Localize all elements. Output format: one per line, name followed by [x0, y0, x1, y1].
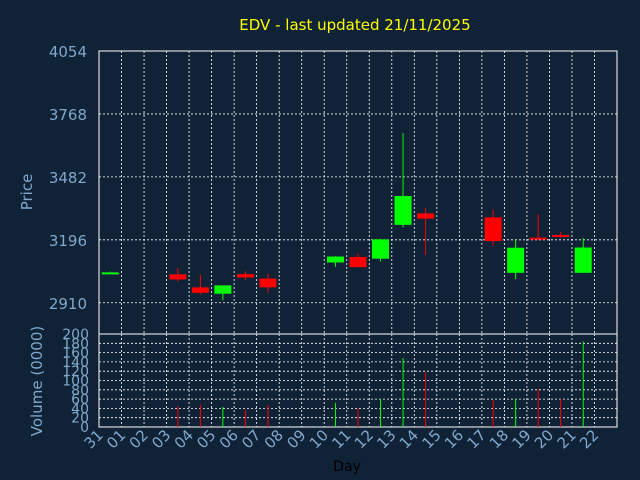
volume-tick-label: 140 — [62, 355, 89, 371]
volume-tick-label: 160 — [62, 346, 89, 362]
volume-tick-label: 100 — [62, 374, 89, 390]
candle-body — [529, 237, 547, 240]
candle-body — [507, 247, 525, 273]
price-tick-label: 3196 — [49, 232, 87, 250]
volume-tick-label: 200 — [62, 327, 89, 343]
candle-body — [101, 272, 119, 275]
volume-tick-label: 20 — [71, 411, 89, 427]
price-tick-label: 3768 — [49, 106, 87, 124]
candle-body — [552, 234, 570, 237]
candle-body — [259, 278, 277, 288]
x-axis: 3101020304050607080910111213141516171819… — [81, 426, 603, 452]
volume-tick-label: 80 — [71, 383, 89, 399]
candle-body — [372, 239, 390, 259]
candle-body — [191, 287, 209, 293]
candle-body — [214, 285, 232, 294]
volume-tick-label: 60 — [71, 392, 89, 408]
volume-axis-label: Volume (0000) — [28, 326, 46, 436]
candle-body — [484, 217, 502, 242]
volume-tick-label: 180 — [62, 336, 89, 352]
volume-tick-label: 120 — [62, 364, 89, 380]
candle-body — [349, 256, 367, 268]
candle-body — [169, 274, 187, 280]
price-plot-frame — [98, 50, 618, 335]
candle-body — [236, 274, 254, 278]
price-tick-label: 2910 — [49, 295, 87, 313]
price-tick-label: 3482 — [49, 169, 87, 187]
x-tick-label: 22 — [576, 426, 602, 452]
candle-body — [417, 213, 435, 219]
candle-body — [326, 256, 344, 263]
price-panel: 2910 3196 3482 3768 4054 — [49, 43, 618, 335]
y-axis-label: Price — [18, 174, 36, 211]
price-tick-label: 4054 — [49, 43, 87, 61]
volume-tick-label: 0 — [80, 420, 89, 436]
x-axis-label: Day — [333, 459, 361, 475]
candle-body — [574, 247, 592, 273]
volume-tick-label: 40 — [71, 401, 89, 417]
candle-body — [394, 196, 412, 225]
chart-title: EDV - last updated 21/11/2025 — [239, 16, 470, 34]
